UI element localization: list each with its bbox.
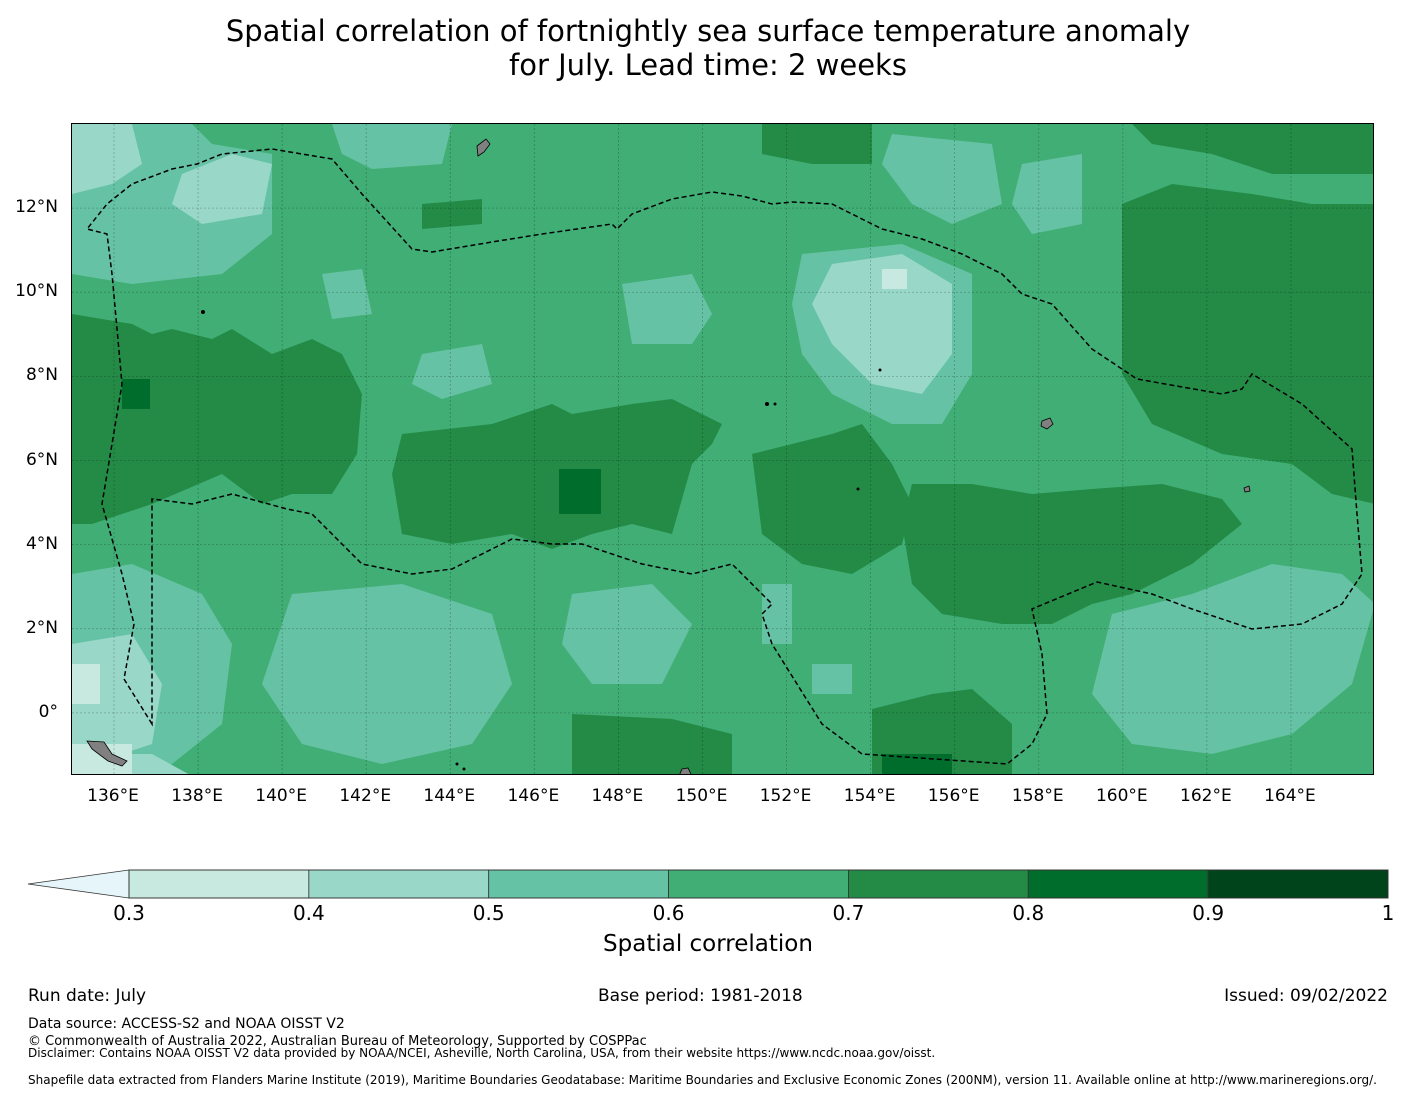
land-masses bbox=[86, 138, 1251, 774]
base-period: Base period: 1981-2018 bbox=[598, 986, 803, 1006]
lon-tick-label: 140°E bbox=[255, 786, 308, 806]
lat-tick-label: 8°N bbox=[25, 365, 58, 386]
copyright: © Commonwealth of Australia 2022, Austra… bbox=[28, 1034, 647, 1049]
lat-tick-label: 2°N bbox=[25, 617, 58, 638]
lon-tick-label: 142°E bbox=[339, 786, 392, 806]
shapefile-credit: Shapefile data extracted from Flanders M… bbox=[28, 1073, 1377, 1087]
issued-date: Issued: 09/02/2022 bbox=[1224, 986, 1388, 1006]
lat-tick-label: 0° bbox=[38, 701, 58, 722]
low-correlation-regions bbox=[72, 124, 952, 774]
high-correlation-regions bbox=[72, 124, 1373, 774]
colorbar-segments bbox=[128, 869, 1389, 899]
colorbar-segment bbox=[848, 869, 1029, 899]
colorbar-tick-label: 0.4 bbox=[292, 901, 325, 925]
disclaimer: Disclaimer: Contains NOAA OISST V2 data … bbox=[28, 1046, 936, 1060]
colorbar-tick-label: 0.9 bbox=[1192, 901, 1225, 925]
lon-tick-label: 162°E bbox=[1180, 786, 1232, 806]
colorbar-tick-label: 0.7 bbox=[832, 901, 865, 925]
small-islands bbox=[201, 310, 882, 771]
kosrae-island bbox=[1243, 485, 1251, 493]
lon-tick-label: 146°E bbox=[507, 786, 560, 806]
guam-island bbox=[476, 138, 491, 157]
colorbar bbox=[27, 869, 1389, 899]
gridlines bbox=[72, 124, 1373, 774]
colorbar-segment bbox=[1207, 869, 1389, 899]
eez-boundary bbox=[85, 148, 1363, 765]
lon-tick-label: 160°E bbox=[1095, 786, 1148, 806]
lon-tick-label: 156°E bbox=[927, 786, 980, 806]
data-source: Data source: ACCESS-S2 and NOAA OISST V2 bbox=[28, 1016, 345, 1032]
lat-tick-label: 12°N bbox=[15, 197, 58, 218]
colorbar-tick-label: 0.3 bbox=[113, 901, 145, 925]
map-svg bbox=[72, 124, 1373, 774]
colorbar-segment bbox=[668, 869, 849, 899]
solomon-island bbox=[679, 767, 692, 774]
colorbar-tick-label: 1 bbox=[1381, 901, 1395, 925]
lon-tick-label: 144°E bbox=[423, 786, 476, 806]
chart-title: Spatial correlation of fortnightly sea s… bbox=[0, 14, 1416, 82]
lat-tick-label: 6°N bbox=[25, 449, 58, 470]
colorbar-tick-label: 0.5 bbox=[472, 901, 505, 925]
colorbar-segment bbox=[128, 869, 310, 899]
lon-tick-label: 164°E bbox=[1264, 786, 1316, 806]
lon-tick-label: 150°E bbox=[675, 786, 728, 806]
run-date: Run date: July bbox=[28, 986, 147, 1006]
colorbar-segment bbox=[308, 869, 490, 899]
new-guinea-island bbox=[86, 740, 128, 767]
colorbar-segment bbox=[1027, 869, 1209, 899]
colorbar-extend-arrow bbox=[27, 869, 130, 899]
lon-tick-label: 136°E bbox=[87, 786, 139, 806]
correlation-map bbox=[71, 123, 1374, 775]
lon-tick-label: 148°E bbox=[591, 786, 644, 806]
very-high-correlation bbox=[122, 379, 952, 774]
title-line-2: for July. Lead time: 2 weeks bbox=[509, 48, 907, 82]
pohnpei-island bbox=[1040, 417, 1054, 430]
colorbar-tick-label: 0.6 bbox=[652, 901, 685, 925]
lon-tick-label: 158°E bbox=[1011, 786, 1064, 806]
lon-tick-label: 152°E bbox=[759, 786, 812, 806]
lat-tick-label: 10°N bbox=[15, 281, 58, 302]
colorbar-tick-label: 0.8 bbox=[1012, 901, 1045, 925]
colorbar-segment bbox=[488, 869, 669, 899]
colorbar-label: Spatial correlation bbox=[603, 931, 813, 957]
title-line-1: Spatial correlation of fortnightly sea s… bbox=[225, 14, 1191, 48]
lon-tick-label: 154°E bbox=[843, 786, 896, 806]
lat-tick-label: 4°N bbox=[25, 533, 58, 554]
lon-tick-label: 138°E bbox=[171, 786, 223, 806]
